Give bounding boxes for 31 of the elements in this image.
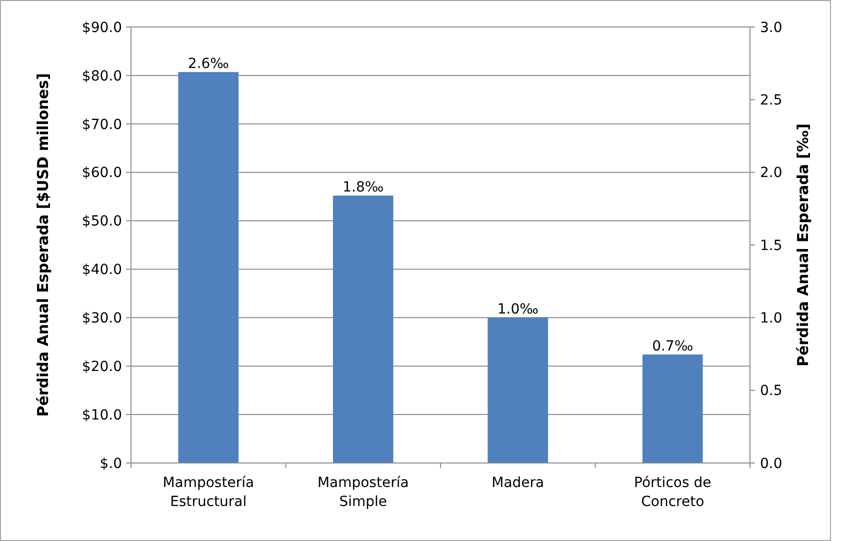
y-axis-title: Pérdida Anual Esperada [$USD millones]	[34, 73, 52, 417]
y-tick-label: $80.0	[82, 68, 122, 84]
y2-tick-label: 1.0	[760, 310, 782, 327]
annotation: 0.7‰	[652, 338, 694, 354]
y-tick-label: $10.0	[82, 407, 122, 424]
y-tick-label: $40.0	[82, 262, 122, 278]
y2-tick-label: 2.0	[760, 165, 782, 182]
annotation: 1.8‰	[342, 180, 384, 196]
y2-tick-label: 3.0	[760, 20, 782, 36]
x-tick-label: Mampostería Estructural	[162, 475, 254, 510]
annotation: 1.0‰	[497, 302, 539, 318]
x-tick-label: Mampostería Simple	[317, 475, 409, 510]
y-tick-label: $.0	[100, 456, 122, 472]
y-tick-label: $50.0	[82, 214, 122, 230]
annotation: 2.6‰	[188, 56, 230, 72]
y-tick-label: $60.0	[82, 165, 122, 182]
y-tick-label: $70.0	[82, 116, 122, 133]
bar	[332, 196, 394, 463]
y2-tick-label: 2.5	[760, 92, 782, 109]
y2-axis-title: Pérdida Anual Esperada [‰]	[794, 124, 812, 366]
y-tick-label: $20.0	[82, 359, 122, 376]
y2-tick-label: 0.5	[760, 383, 782, 400]
bar	[642, 354, 703, 463]
bar	[178, 72, 239, 463]
bar	[488, 318, 548, 463]
x-tick-label: Madera	[492, 475, 544, 491]
y-tick-label: $30.0	[82, 310, 122, 327]
y2-tick-label: 1.5	[760, 238, 782, 254]
y2-tick-label: 0.0	[760, 456, 782, 472]
x-tick-label: Pórticos de Concreto	[634, 475, 712, 510]
y-tick-label: $90.0	[82, 20, 122, 36]
